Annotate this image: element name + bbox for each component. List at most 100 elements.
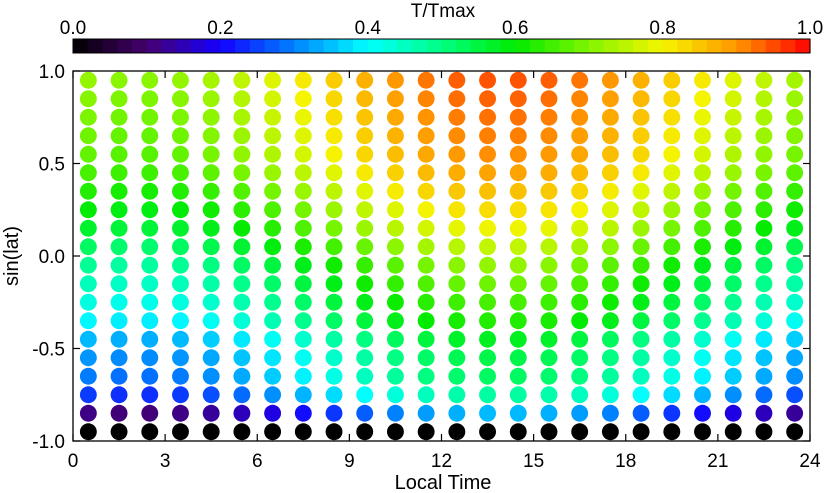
data-point — [540, 127, 558, 145]
colorbar-frame — [72, 38, 811, 54]
colorbar-cell — [264, 39, 280, 53]
data-point — [755, 330, 773, 348]
colorbar-cell — [294, 39, 310, 53]
data-point — [172, 219, 189, 237]
data-point — [386, 423, 404, 441]
data-point — [663, 312, 681, 330]
data-point — [233, 293, 251, 311]
data-point — [601, 275, 619, 293]
data-point — [448, 386, 466, 404]
colorbar-cell — [500, 39, 516, 53]
data-point — [264, 293, 282, 311]
data-point — [202, 404, 220, 422]
data-point — [694, 219, 711, 237]
data-point — [601, 312, 619, 330]
colorbar-cell — [721, 39, 737, 53]
data-point — [325, 404, 343, 422]
data-point — [141, 145, 159, 163]
data-point — [110, 164, 128, 182]
data-point — [632, 275, 650, 293]
data-point — [786, 330, 804, 348]
data-point — [571, 275, 589, 293]
data-point — [141, 330, 159, 348]
data-point — [479, 164, 497, 182]
data-point — [632, 71, 650, 89]
data-point — [356, 145, 374, 163]
x-tick-label: 6 — [252, 451, 263, 472]
data-point — [509, 275, 527, 293]
data-point — [694, 256, 711, 274]
data-point — [172, 127, 189, 145]
data-point — [694, 127, 711, 145]
data-point — [479, 182, 497, 200]
data-point — [294, 423, 312, 441]
data-point — [786, 201, 804, 219]
data-point — [202, 312, 220, 330]
data-point — [509, 293, 527, 311]
data-point — [632, 423, 650, 441]
data-point — [509, 423, 527, 441]
data-point — [79, 182, 97, 200]
colorbar-cell — [574, 39, 590, 53]
data-point — [540, 182, 558, 200]
data-point — [724, 182, 742, 200]
data-point — [294, 108, 312, 126]
data-point — [110, 367, 128, 385]
data-point — [417, 423, 435, 441]
data-point — [110, 293, 128, 311]
data-point — [694, 201, 711, 219]
data-point — [79, 256, 97, 274]
data-point — [755, 182, 773, 200]
data-point — [571, 312, 589, 330]
data-point — [386, 367, 404, 385]
data-point — [601, 423, 619, 441]
y-tick-label: 0.0 — [39, 247, 65, 268]
data-point — [786, 219, 804, 237]
data-point — [755, 71, 773, 89]
data-point — [141, 404, 159, 422]
data-point — [601, 330, 619, 348]
colorbar-cell — [382, 39, 398, 53]
data-point — [601, 164, 619, 182]
data-point — [356, 293, 374, 311]
data-point — [448, 71, 466, 89]
data-point — [448, 108, 466, 126]
data-point — [264, 275, 282, 293]
data-point — [479, 201, 497, 219]
data-point — [386, 404, 404, 422]
data-point — [264, 108, 282, 126]
data-point — [202, 127, 220, 145]
data-point — [141, 182, 159, 200]
colorbar-cell — [677, 39, 693, 53]
colorbar-cell — [795, 39, 811, 53]
data-point — [233, 108, 251, 126]
data-point — [417, 108, 435, 126]
data-point — [141, 90, 159, 108]
data-point — [571, 293, 589, 311]
data-point — [755, 293, 773, 311]
data-point — [386, 386, 404, 404]
data-point — [755, 312, 773, 330]
data-point — [694, 90, 711, 108]
data-point — [663, 386, 681, 404]
data-point — [479, 145, 497, 163]
data-point — [448, 182, 466, 200]
data-point — [509, 127, 527, 145]
data-point — [386, 219, 404, 237]
data-point — [356, 330, 374, 348]
colorbar-cell — [603, 39, 619, 53]
data-point — [294, 71, 312, 89]
data-point — [448, 238, 466, 256]
data-point — [540, 293, 558, 311]
data-point — [724, 275, 742, 293]
data-point — [663, 275, 681, 293]
data-point — [540, 219, 558, 237]
data-point — [479, 312, 497, 330]
data-point — [172, 182, 189, 200]
plot-area: 0 3 6 9 12 15 18 21 24 -1.0 -0.5 0.0 0.5 1.0 — [32, 62, 821, 472]
data-point — [755, 164, 773, 182]
data-point — [202, 275, 220, 293]
data-point — [479, 71, 497, 89]
data-point — [141, 312, 159, 330]
data-point — [110, 108, 128, 126]
